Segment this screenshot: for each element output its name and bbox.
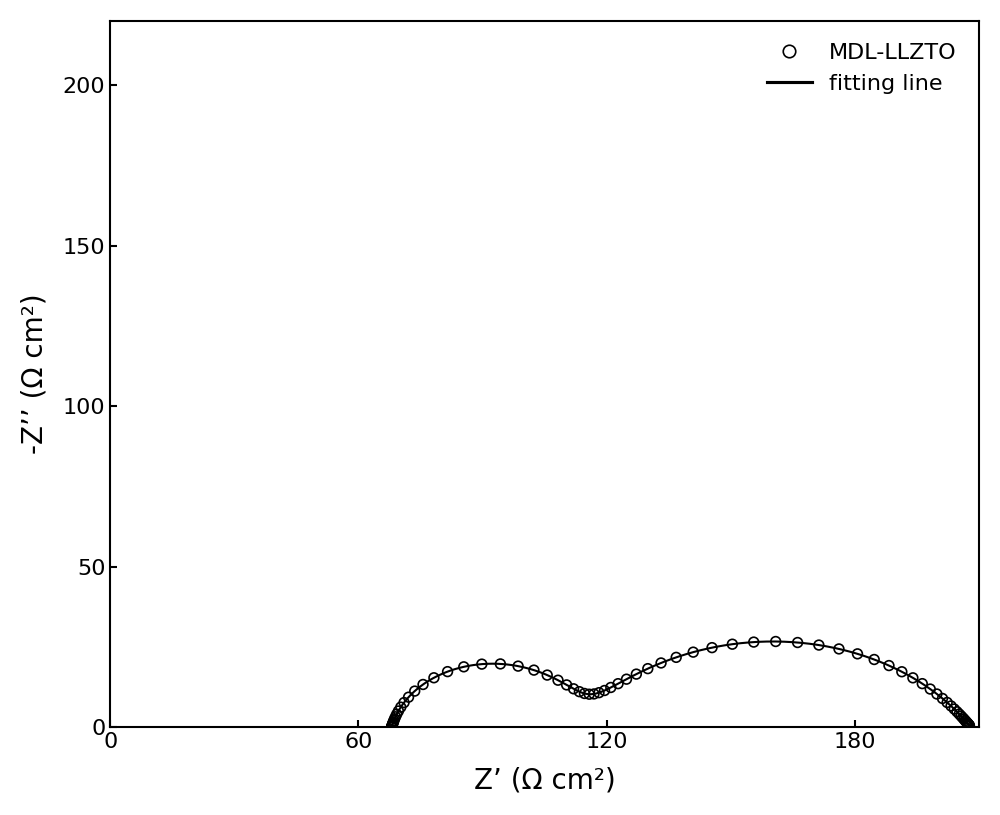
Point: [946, 703, 962, 716]
X-axis label: Z’ (Ω cm²): Z’ (Ω cm²): [474, 766, 616, 794]
Point: [704, 641, 720, 654]
Point: [384, 719, 400, 732]
Point: [559, 678, 575, 691]
Point: [456, 660, 472, 673]
Point: [914, 677, 930, 690]
Point: [959, 716, 975, 729]
Point: [384, 720, 400, 733]
Point: [492, 658, 508, 671]
Point: [953, 710, 969, 723]
Point: [576, 687, 592, 700]
Y-axis label: -Z’’ (Ω cm²): -Z’’ (Ω cm²): [21, 294, 49, 455]
Point: [384, 720, 400, 734]
Point: [385, 716, 401, 729]
Point: [790, 636, 806, 649]
Point: [384, 718, 400, 731]
Point: [961, 719, 977, 732]
Point: [949, 705, 965, 718]
Point: [387, 710, 403, 723]
Point: [384, 720, 400, 734]
Point: [811, 638, 827, 651]
Point: [386, 714, 402, 727]
Point: [384, 720, 400, 734]
Point: [384, 720, 400, 733]
Point: [943, 699, 959, 712]
Point: [586, 687, 602, 700]
Point: [591, 686, 607, 699]
Point: [384, 720, 400, 733]
Point: [566, 682, 582, 695]
Point: [440, 665, 456, 678]
Point: [571, 685, 587, 698]
Point: [407, 685, 423, 698]
Point: [474, 658, 490, 671]
Point: [603, 681, 619, 694]
Point: [668, 651, 684, 664]
Point: [640, 662, 656, 675]
Point: [597, 684, 613, 697]
Point: [393, 701, 409, 714]
Point: [401, 690, 417, 703]
Point: [526, 663, 542, 676]
Point: [685, 645, 701, 659]
Point: [922, 682, 938, 695]
Point: [550, 674, 566, 687]
Point: [653, 656, 669, 669]
Point: [934, 692, 950, 705]
Point: [724, 637, 740, 650]
Point: [866, 653, 882, 666]
Point: [961, 718, 977, 731]
Legend: MDL-LLZTO, fitting line: MDL-LLZTO, fitting line: [756, 32, 968, 105]
Point: [628, 667, 644, 681]
Point: [415, 678, 431, 691]
Point: [957, 714, 973, 727]
Point: [929, 688, 945, 701]
Point: [894, 665, 910, 678]
Point: [384, 719, 400, 732]
Point: [960, 718, 976, 731]
Point: [539, 668, 555, 681]
Point: [610, 677, 626, 690]
Point: [849, 647, 865, 660]
Point: [389, 707, 405, 720]
Point: [959, 716, 975, 729]
Point: [426, 672, 442, 685]
Point: [955, 711, 971, 725]
Point: [746, 636, 762, 649]
Point: [390, 704, 406, 717]
Point: [396, 696, 412, 709]
Point: [581, 688, 597, 701]
Point: [387, 712, 403, 725]
Point: [881, 659, 897, 672]
Point: [831, 642, 847, 655]
Point: [618, 672, 634, 685]
Point: [958, 715, 974, 728]
Point: [768, 635, 784, 648]
Point: [960, 717, 976, 730]
Point: [939, 696, 955, 709]
Point: [961, 719, 977, 732]
Point: [951, 707, 967, 720]
Point: [510, 659, 526, 672]
Point: [385, 716, 401, 729]
Point: [385, 717, 401, 730]
Point: [956, 712, 972, 725]
Point: [905, 672, 921, 685]
